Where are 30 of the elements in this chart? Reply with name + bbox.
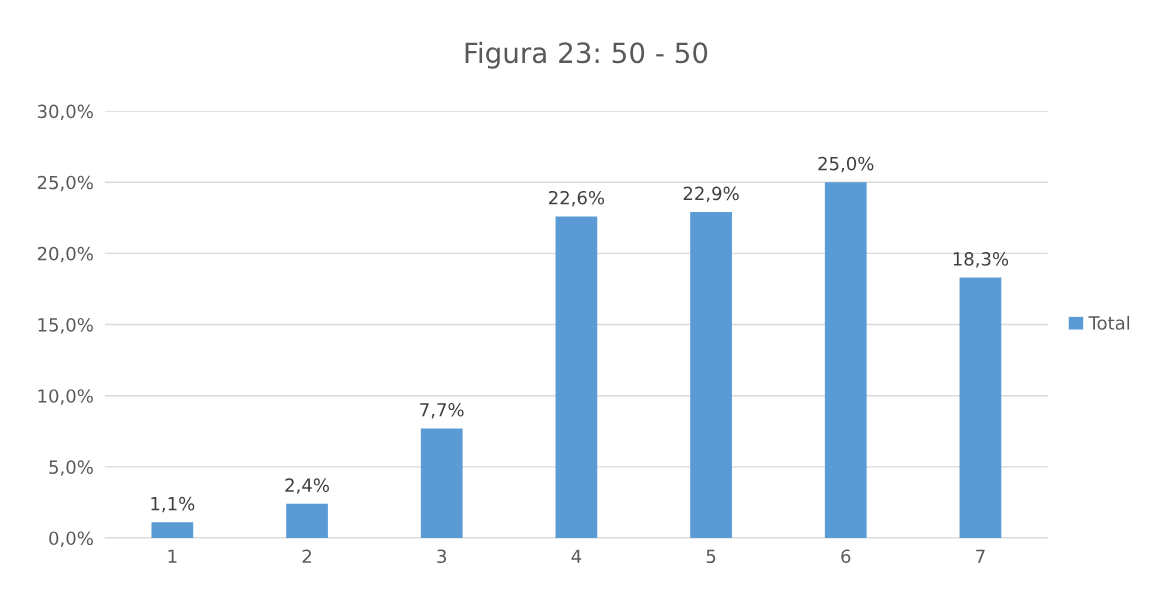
bar [420,428,463,538]
data-label: 7,7% [420,402,464,419]
chart-title: Figura 23: 50 - 50 [465,41,708,69]
data-label: 25,0% [818,156,874,173]
y-tick-label: 20,0% [37,246,93,263]
bar [555,216,598,538]
bar [824,182,867,538]
legend-label: Total [1088,315,1130,330]
x-tick-label: 7 [976,549,985,563]
data-label: 1,1% [151,496,195,513]
data-label: 18,3% [953,252,1009,268]
x-tick-label: 4 [571,549,582,563]
x-tick-label: 5 [706,549,716,564]
y-tick-label: 30,0% [37,104,93,121]
bar [286,503,328,538]
y-tick-label: 5,0% [49,460,93,476]
x-tick-label: 1 [168,549,177,563]
x-tick-label: 6 [841,549,851,564]
y-tick-label: 0,0% [49,531,93,547]
y-tick-label: 10,0% [38,389,93,405]
data-label: 22,9% [683,186,739,203]
bar [151,522,194,538]
x-tick-label: 2 [302,549,311,563]
data-label: 22,6% [549,190,605,207]
bar [690,212,732,538]
x-tick-label: 3 [437,549,447,564]
data-label: 2,4% [285,478,329,494]
y-tick-label: 25,0% [37,175,93,192]
y-tick-label: 15,0% [38,317,93,334]
bar [959,277,1002,538]
